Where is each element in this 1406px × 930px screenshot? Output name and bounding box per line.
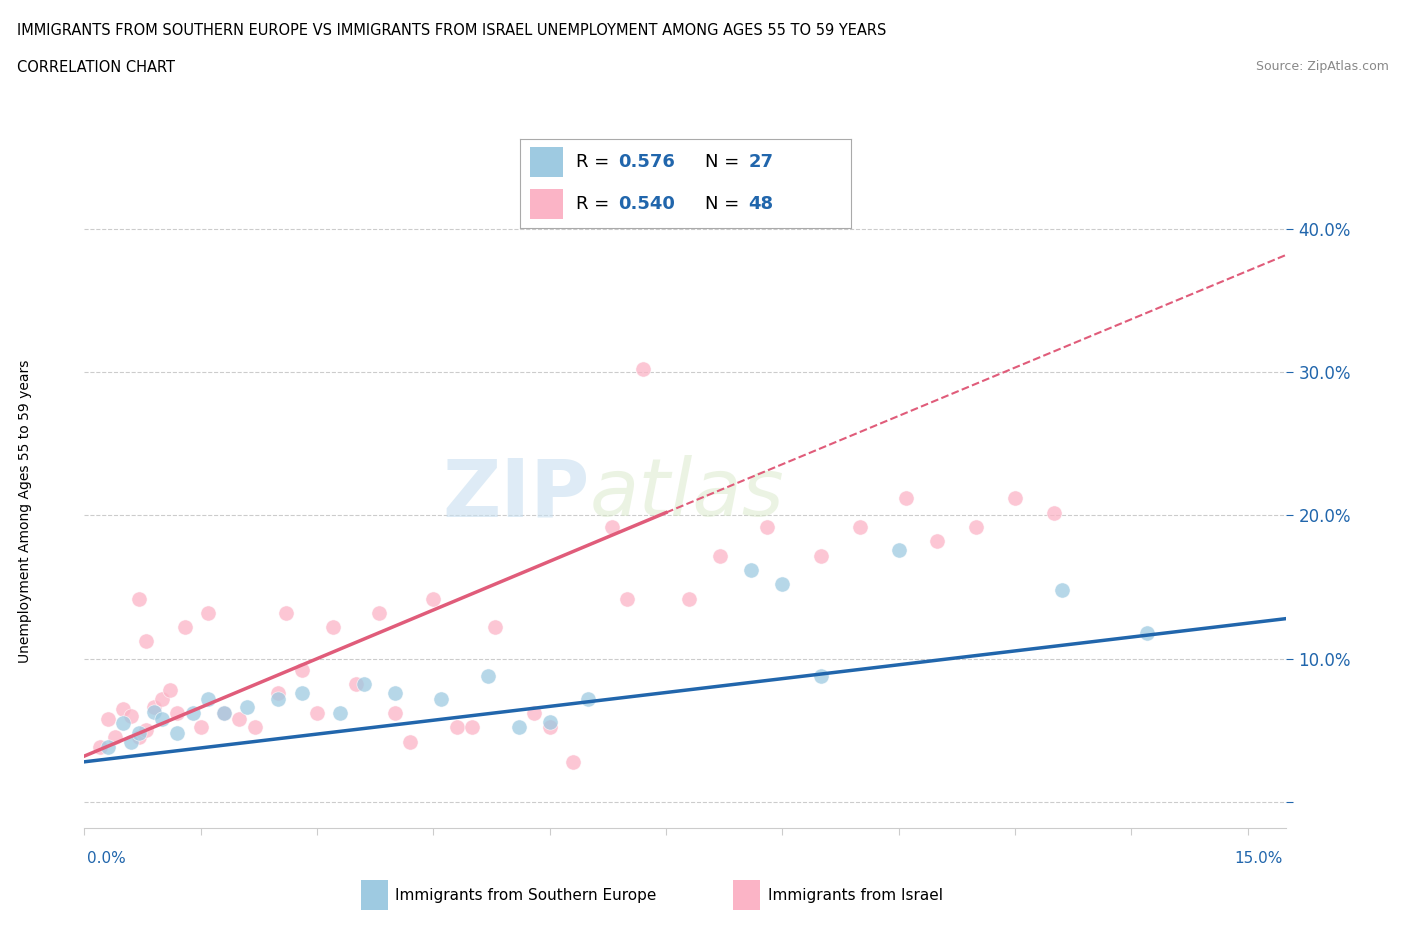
Point [770,577,793,591]
Point [120,735,142,750]
Point [810,548,832,563]
Text: 0.0%: 0.0% [87,851,127,866]
Point [562,754,585,769]
Point [384,685,406,700]
Text: atlas: atlas [589,455,785,533]
Point [384,706,406,721]
Point [166,725,188,740]
Point [159,683,181,698]
Point [1043,505,1066,520]
Point [128,591,150,606]
Point [740,563,762,578]
Point [927,534,949,549]
FancyBboxPatch shape [530,147,564,177]
Point [1050,582,1073,597]
Point [600,520,623,535]
Text: 27: 27 [748,153,773,170]
Point [508,720,530,735]
Point [150,711,173,726]
Text: Unemployment Among Ages 55 to 59 years: Unemployment Among Ages 55 to 59 years [18,360,32,663]
Point [305,706,328,721]
Point [678,591,700,606]
Point [290,685,312,700]
Point [1004,491,1026,506]
Point [197,605,219,620]
FancyBboxPatch shape [530,189,564,219]
Point [143,700,166,715]
Point [446,720,468,735]
Point [368,605,391,620]
Point [709,548,731,563]
Point [236,700,259,715]
Point [538,714,561,729]
Point [849,520,872,535]
Point [135,634,157,649]
Text: 15.0%: 15.0% [1234,851,1282,866]
Point [97,711,120,726]
Point [538,720,561,735]
Text: CORRELATION CHART: CORRELATION CHART [17,60,174,75]
Point [484,619,506,634]
Point [190,720,212,735]
Point [399,735,422,750]
Point [97,740,120,755]
Point [274,605,297,620]
Point [322,619,344,634]
Point [810,669,832,684]
Point [267,691,290,706]
FancyBboxPatch shape [361,881,388,910]
Text: Immigrants from Israel: Immigrants from Israel [768,887,943,903]
Point [477,669,499,684]
Point [112,716,135,731]
Point [104,730,127,745]
Point [197,691,219,706]
Text: N =: N = [706,195,740,213]
Point [755,520,778,535]
Point [243,720,266,735]
Text: ZIP: ZIP [441,455,589,533]
Text: N =: N = [706,153,740,170]
Point [135,723,157,737]
FancyBboxPatch shape [733,881,759,910]
Point [212,706,235,721]
Point [228,711,250,726]
Point [430,691,453,706]
Text: 48: 48 [748,195,773,213]
Point [150,691,173,706]
Point [896,491,918,506]
Point [1136,626,1159,641]
Point [174,619,197,634]
Point [422,591,444,606]
Point [353,677,375,692]
Point [616,591,638,606]
Point [267,685,290,700]
Point [112,701,135,716]
Text: Immigrants from Southern Europe: Immigrants from Southern Europe [395,887,657,903]
Point [461,720,484,735]
Point [631,362,654,377]
Point [128,725,150,740]
Point [143,704,166,719]
Point [290,663,312,678]
Point [120,709,142,724]
Point [166,706,188,721]
Text: R =: R = [576,195,610,213]
Point [344,677,367,692]
Text: 0.540: 0.540 [617,195,675,213]
Text: Source: ZipAtlas.com: Source: ZipAtlas.com [1256,60,1389,73]
Point [181,706,204,721]
Text: IMMIGRANTS FROM SOUTHERN EUROPE VS IMMIGRANTS FROM ISRAEL UNEMPLOYMENT AMONG AGE: IMMIGRANTS FROM SOUTHERN EUROPE VS IMMIG… [17,23,886,38]
Text: 0.576: 0.576 [617,153,675,170]
Point [523,706,546,721]
Point [329,706,352,721]
Point [965,520,987,535]
Point [128,730,150,745]
Text: R =: R = [576,153,610,170]
Point [887,542,910,557]
Point [578,691,600,706]
Point [89,740,111,755]
Point [212,706,235,721]
